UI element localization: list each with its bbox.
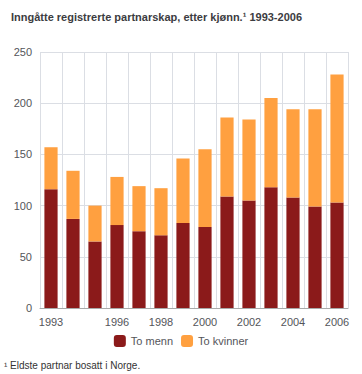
svg-text:1998: 1998 — [149, 316, 173, 328]
svg-text:150: 150 — [14, 148, 32, 160]
svg-text:2000: 2000 — [193, 316, 217, 328]
svg-text:To kvinner: To kvinner — [198, 335, 248, 347]
svg-text:1993: 1993 — [39, 316, 63, 328]
svg-text:2004: 2004 — [281, 316, 305, 328]
svg-text:0: 0 — [26, 302, 32, 314]
svg-text:1996: 1996 — [105, 316, 129, 328]
svg-text:50: 50 — [20, 251, 32, 263]
svg-text:200: 200 — [14, 97, 32, 109]
svg-text:250: 250 — [14, 46, 32, 58]
svg-text:Inngåtte registrerte partnarsk: Inngåtte registrerte partnarskap, etter … — [11, 11, 302, 23]
svg-text:To menn: To menn — [131, 335, 173, 347]
svg-text:2006: 2006 — [325, 316, 349, 328]
svg-text:¹ Eldste partnar bosatt i Norg: ¹ Eldste partnar bosatt i Norge. — [4, 360, 140, 371]
svg-text:2002: 2002 — [237, 316, 261, 328]
svg-text:100: 100 — [14, 200, 32, 212]
